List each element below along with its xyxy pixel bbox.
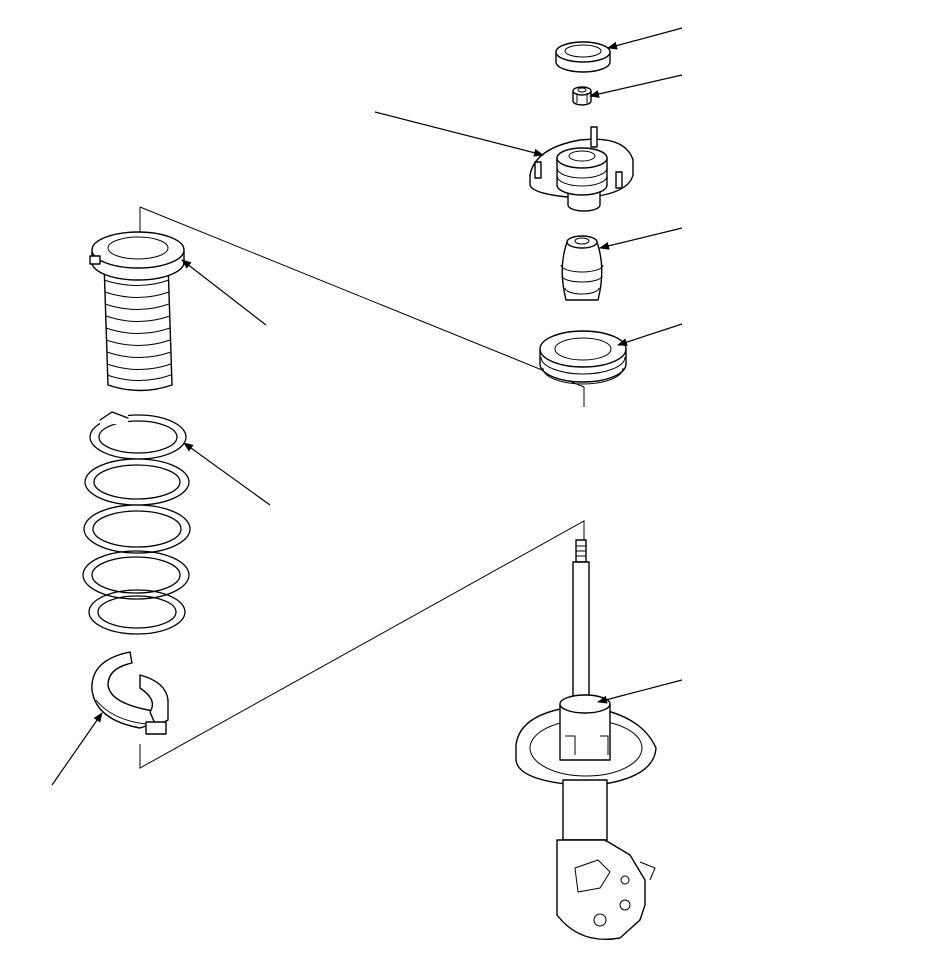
leader-upper-mount (374, 111, 544, 157)
dust-cover (89, 231, 185, 392)
leader-upper-washer (607, 27, 683, 50)
bump-stop (560, 235, 604, 301)
coil-spring (82, 411, 191, 635)
leader-lower-spring-seat (51, 712, 103, 786)
leader-coil-spring (183, 442, 271, 506)
leader-dust-cover (181, 259, 267, 326)
upper-washer (555, 41, 611, 73)
leader-self-locking-nut (589, 74, 683, 98)
leader-lines (51, 27, 683, 786)
damper-unit (515, 539, 657, 940)
lower-spring-seat (91, 651, 169, 735)
leader-bump-stop (599, 227, 683, 250)
assembly-guide-lines (139, 206, 585, 769)
leader-spring-mounting-cushion (617, 323, 683, 346)
self-locking-nut (572, 86, 592, 106)
upper-mount (529, 126, 634, 212)
spring-mounting-cushion (539, 330, 627, 385)
leader-damper-unit (597, 679, 683, 704)
